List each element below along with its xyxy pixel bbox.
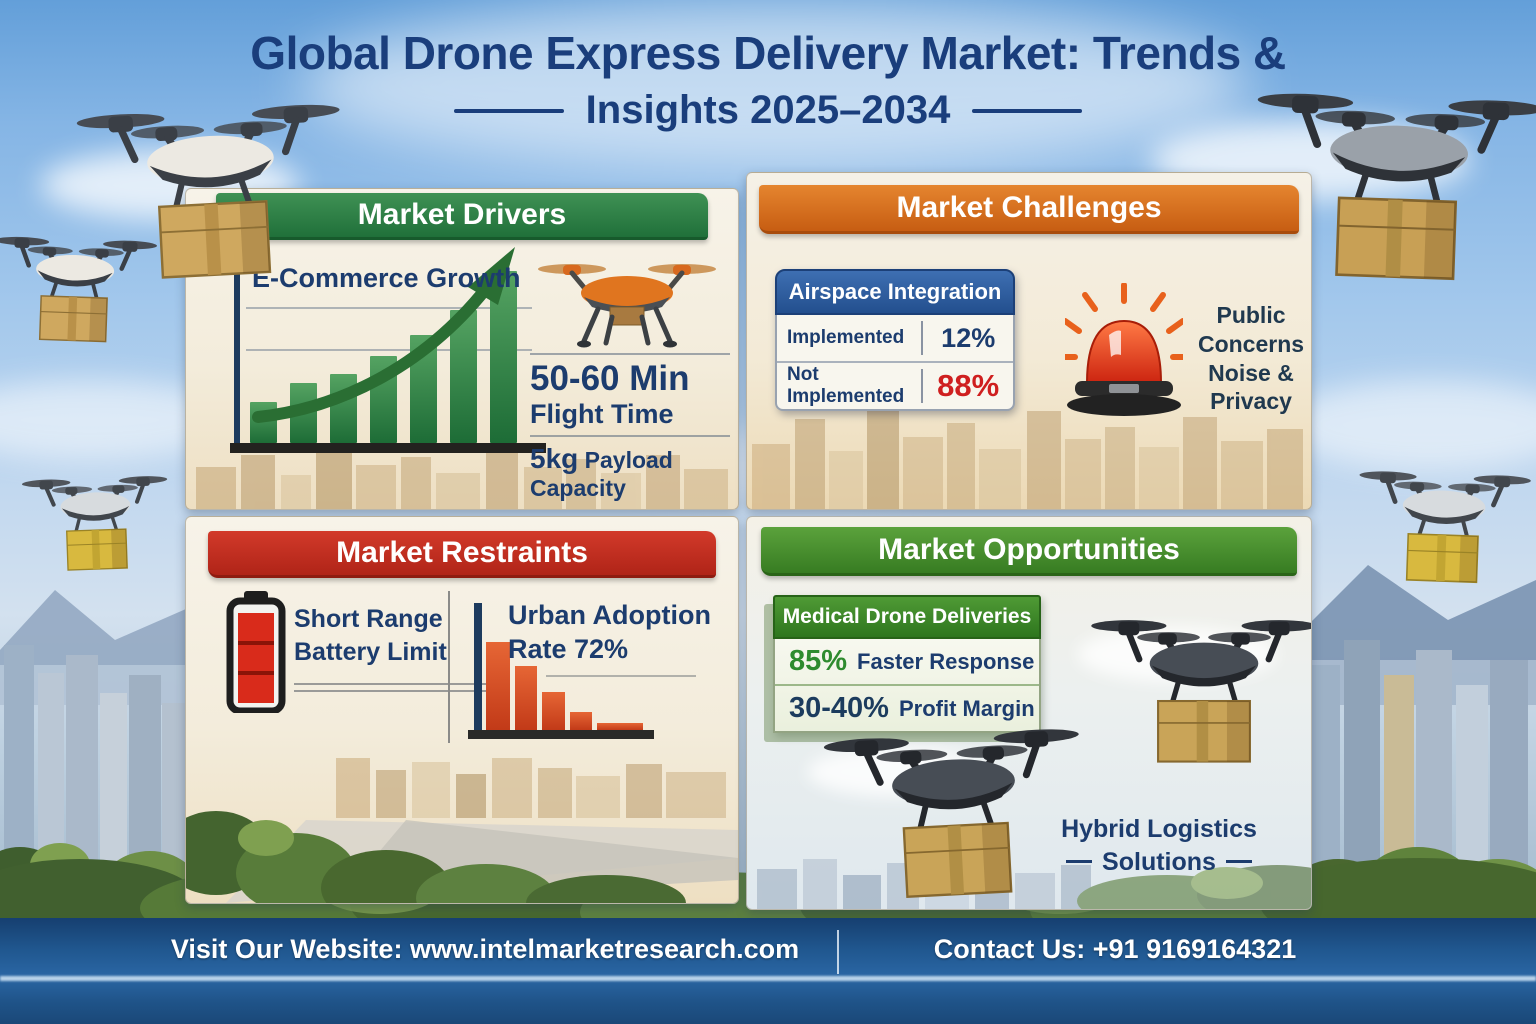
siren-alert-icon [1065, 283, 1183, 416]
divider-line [530, 435, 730, 437]
footer-stripe [0, 976, 1536, 981]
title-line1: Global Drone Express Delivery Market: Tr… [250, 27, 1286, 79]
airspace-table-title: Airspace Integration [775, 269, 1015, 315]
column-divider [921, 369, 924, 403]
drivers-header: Market Drivers [216, 193, 708, 240]
public-concerns-text: Public Concerns Noise & Privacy [1197, 302, 1305, 415]
y-axis [234, 255, 240, 447]
decorative-lines [294, 683, 494, 697]
bar [542, 692, 565, 730]
row-label: Not Implemented [787, 364, 905, 407]
challenges-header: Market Challenges [759, 185, 1299, 234]
gridline [246, 349, 532, 351]
panel-market-opportunities: Market Opportunities Medical Drone Deliv… [746, 516, 1312, 910]
medical-card-title: Medical Drone Deliveries [773, 595, 1041, 639]
stat-row: 30-40% Profit Margin [775, 684, 1039, 731]
stat-value: 85% [789, 645, 848, 677]
footer-bar: Visit Our Website: www.intelmarketresear… [0, 918, 1536, 1024]
battery-icon [226, 591, 286, 713]
panel-market-restraints: Market Restraints Short Range Battery Li… [185, 516, 739, 904]
website-text: Visit Our Website: www.intelmarketresear… [170, 934, 800, 964]
hybrid-logistics-text: Hybrid Logistics Solutions [1061, 815, 1257, 876]
payload-label: Payload Capacity [530, 447, 673, 501]
section-divider [448, 591, 450, 743]
title-rule-right [972, 108, 1083, 113]
delivery-drone-icon [820, 710, 1090, 910]
growth-arrow-icon [252, 247, 515, 423]
row-label: Implemented [787, 327, 905, 348]
bar [515, 666, 537, 730]
ecommerce-growth-chart [230, 247, 546, 453]
bar [250, 402, 277, 443]
title-backdrop [300, 0, 1250, 170]
delivery-drone-icon [20, 465, 172, 578]
table-row: Not Implemented 88% [777, 361, 1013, 409]
delivery-drone-icon [1354, 459, 1533, 592]
page-title: Global Drone Express Delivery Market: Tr… [0, 26, 1536, 133]
airspace-integration-table: Airspace Integration Implemented 12% Not… [775, 269, 1015, 411]
orange-drone-icon [538, 264, 716, 348]
stat-row: 85% Faster Response [775, 639, 1039, 684]
restraints-city-decor [186, 758, 738, 903]
column-divider [921, 321, 924, 355]
flight-time-label: Flight Time [530, 399, 674, 429]
contact-text: Contact Us: +91 9169164321 [933, 934, 1297, 964]
table-row: Implemented 12% [777, 315, 1013, 361]
urban-adoption-text: Urban Adoption Rate 72% [508, 600, 711, 664]
gridline [246, 307, 532, 309]
x-axis [230, 443, 546, 453]
bar [570, 712, 592, 730]
x-axis [468, 730, 654, 739]
y-axis [474, 603, 482, 731]
bar [486, 642, 510, 730]
dash-left [1066, 860, 1093, 864]
battery-limit-text: Short Range Battery Limit [294, 605, 447, 666]
row-value: 12% [941, 322, 996, 353]
stat-value: 30-40% [789, 692, 889, 724]
divider-line [530, 353, 730, 355]
footer-divider [837, 930, 839, 974]
stat-label: Profit Margin [898, 695, 1035, 721]
opportunities-header: Market Opportunities [761, 527, 1297, 576]
urban-adoption-chart [468, 603, 654, 739]
decorative-line [546, 675, 696, 677]
title-line2: Insights 2025–2034 [585, 88, 951, 132]
flight-time-value: 50-60 Min [530, 359, 690, 398]
restraints-header: Market Restraints [208, 531, 716, 578]
cloud [1280, 380, 1536, 470]
bar [597, 723, 643, 730]
contact-number[interactable]: +91 9169164321 [1092, 934, 1297, 964]
website-url[interactable]: www.intelmarketresearch.com [409, 934, 800, 964]
delivery-drone-icon [0, 225, 159, 351]
payload-value: 5kg [530, 443, 579, 474]
delivery-drone-icon [1089, 605, 1312, 772]
stat-label: Faster Response [857, 648, 1035, 674]
adoption-bars [486, 642, 643, 730]
challenges-skyline-decor [752, 407, 1303, 509]
title-rule-left [453, 108, 564, 113]
ecommerce-growth-label: E-Commerce Growth [252, 263, 521, 293]
drivers-skyline-decor [196, 447, 728, 509]
panel-market-drivers: Market Drivers E-Commerce Growth [185, 188, 739, 510]
bar [450, 310, 477, 443]
dash-right [1225, 860, 1252, 864]
row-value: 88% [937, 368, 1000, 403]
medical-drone-card: Medical Drone Deliveries 85% Faster Resp… [773, 595, 1041, 733]
panel-market-challenges: Market Challenges Airspace Integration I… [746, 172, 1312, 510]
